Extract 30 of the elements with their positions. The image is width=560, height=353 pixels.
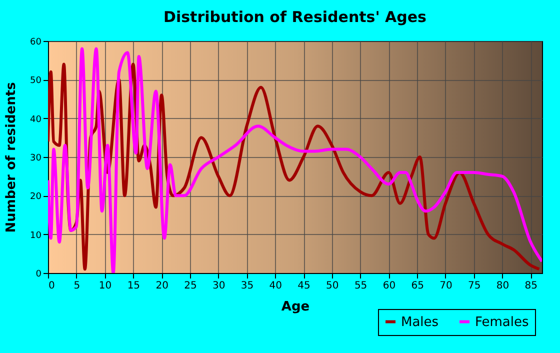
y-tick-label: 10: [30, 230, 42, 241]
x-axis-title: Age: [281, 300, 310, 314]
x-tick-label: 55: [354, 280, 368, 292]
chart-title: Distribution of Residents' Ages: [164, 8, 427, 26]
x-tick-label: 0: [48, 280, 55, 292]
x-tick-label: 5: [74, 280, 80, 292]
x-tick-label: 85: [524, 280, 538, 292]
y-tick-label: 40: [30, 114, 42, 125]
x-tick-label: 65: [411, 280, 424, 292]
y-tick-label: 0: [36, 270, 42, 280]
x-tick-label: 40: [269, 280, 282, 292]
legend-label: Females: [475, 314, 530, 330]
x-tick-label: 75: [468, 280, 481, 292]
x-tick-label: 45: [298, 280, 310, 292]
x-tick-label: 50: [326, 280, 339, 292]
x-tick-label: 70: [440, 280, 452, 292]
x-tick-label: 25: [184, 280, 197, 292]
x-tick-label: 60: [382, 280, 396, 292]
x-tick-label: 20: [156, 280, 168, 292]
y-tick-label: 60: [30, 38, 42, 48]
y-tick-label: 50: [30, 76, 42, 86]
x-tick-label: 30: [212, 280, 226, 292]
x-tick-label: 10: [98, 280, 112, 292]
y-tick-label: 20: [30, 192, 42, 202]
y-tick-label: 30: [30, 154, 42, 164]
x-tick-label: 35: [240, 280, 254, 292]
x-tick-label: 15: [127, 280, 140, 292]
x-tick-label: 80: [496, 280, 510, 292]
y-axis-title: Number of residents: [4, 82, 20, 233]
legend-label: Males: [401, 314, 439, 330]
